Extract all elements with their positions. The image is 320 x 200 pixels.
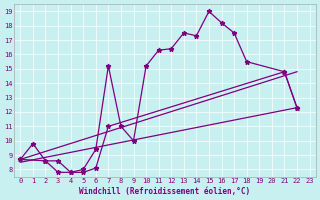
- X-axis label: Windchill (Refroidissement éolien,°C): Windchill (Refroidissement éolien,°C): [79, 187, 251, 196]
